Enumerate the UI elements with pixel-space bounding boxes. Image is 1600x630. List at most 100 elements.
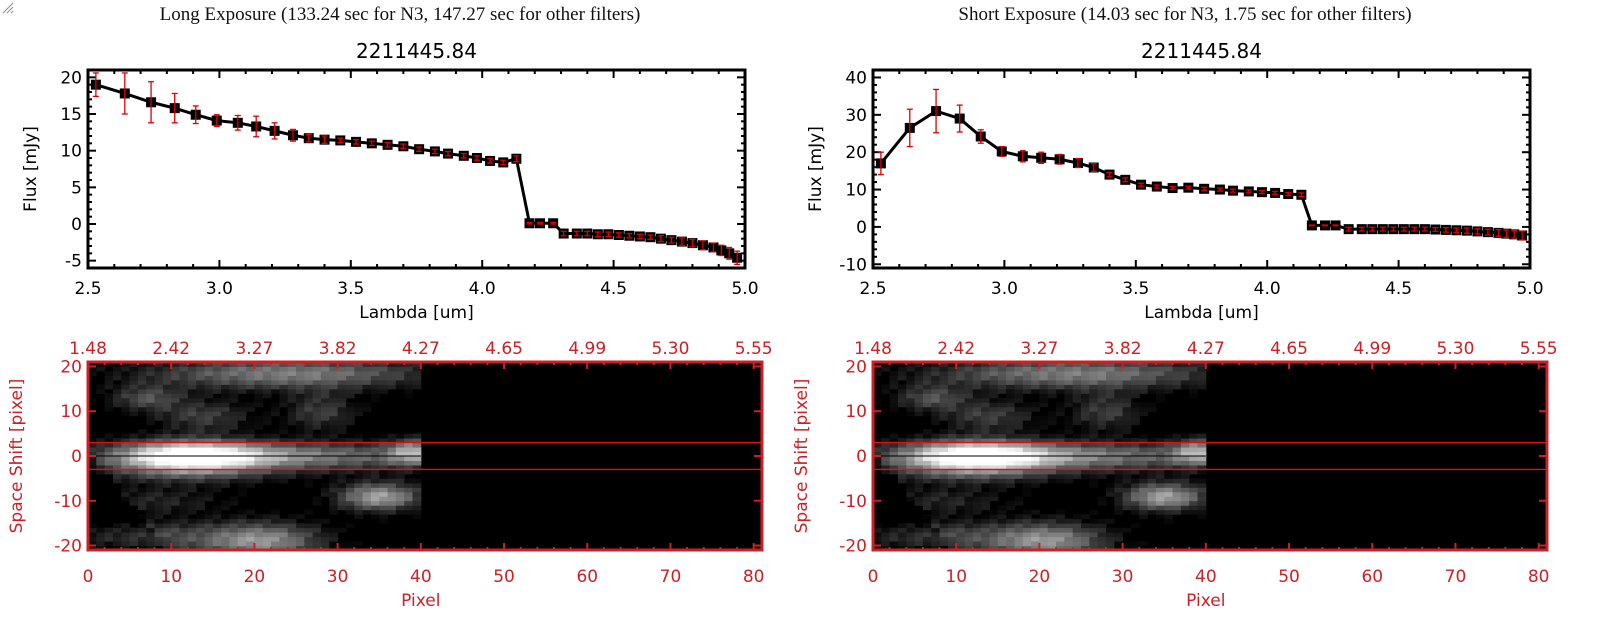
image-pixel (187, 393, 197, 399)
image-pixel (1047, 478, 1057, 484)
image-pixel (171, 491, 181, 497)
x-tick-label: 20 (1029, 567, 1051, 587)
image-pixel (204, 393, 214, 399)
image-pixel (981, 397, 990, 403)
image-pixel (964, 456, 974, 461)
image-pixel (1006, 545, 1015, 551)
image-pixel (404, 379, 414, 385)
image-pixel (1056, 438, 1065, 444)
image-pixel (1006, 379, 1015, 385)
image-pixel (212, 447, 222, 453)
image-pixel (947, 406, 957, 412)
image-pixel (271, 541, 280, 547)
image-pixel (956, 397, 966, 403)
image-pixel (1072, 473, 1082, 479)
image-pixel (162, 456, 172, 461)
image-pixel (204, 482, 214, 488)
image-pixel (906, 442, 916, 448)
image-pixel (956, 438, 966, 444)
image-pixel (972, 482, 982, 488)
image-pixel (1022, 536, 1032, 542)
image-pixel (1072, 514, 1082, 520)
image-pixel (1172, 500, 1182, 506)
image-pixel (1164, 375, 1174, 381)
image-pixel (1197, 509, 1207, 515)
image-pixel (312, 464, 322, 470)
image-pixel (271, 451, 280, 457)
image-pixel (254, 397, 264, 403)
image-pixel (179, 411, 189, 417)
image-pixel (146, 487, 156, 493)
image-pixel (947, 518, 957, 524)
image-pixel (271, 518, 280, 524)
image-pixel (88, 447, 97, 453)
image-pixel (989, 509, 999, 515)
image-pixel (279, 420, 289, 426)
image-pixel (88, 370, 97, 376)
image-pixel (981, 393, 990, 399)
image-pixel (972, 406, 982, 412)
image-pixel (1081, 420, 1090, 426)
image-pixel (254, 451, 264, 457)
image-pixel (1089, 545, 1099, 551)
image-pixel (387, 469, 397, 475)
image-pixel (137, 406, 147, 412)
image-pixel (906, 536, 916, 542)
image-pixel (154, 451, 164, 457)
image-pixel (171, 379, 181, 385)
image-pixel (146, 473, 156, 479)
image-pixel (1139, 379, 1149, 385)
image-pixel (246, 527, 255, 533)
image-pixel (1139, 478, 1149, 484)
image-pixel (162, 406, 172, 412)
image-pixel (196, 447, 205, 453)
image-pixel (154, 496, 164, 502)
image-pixel (329, 447, 339, 453)
image-pixel (1089, 384, 1099, 390)
image-pixel (1031, 362, 1040, 367)
image-pixel (104, 447, 114, 453)
image-pixel (989, 388, 999, 394)
image-pixel (187, 482, 197, 488)
image-pixel (873, 451, 882, 457)
image-pixel (922, 500, 932, 506)
image-pixel (989, 514, 999, 520)
image-pixel (237, 460, 247, 466)
image-pixel (1147, 402, 1157, 408)
image-pixel (1089, 473, 1099, 479)
image-pixel (931, 384, 941, 390)
image-pixel (196, 379, 205, 385)
image-pixel (329, 496, 339, 502)
image-pixel (179, 509, 189, 515)
image-pixel (320, 482, 330, 488)
image-pixel (1164, 447, 1174, 453)
image-pixel (931, 370, 941, 376)
image-pixel (404, 451, 414, 457)
image-pixel (379, 379, 389, 385)
image-pixel (296, 420, 305, 426)
image-pixel (204, 429, 214, 435)
image-pixel (196, 500, 205, 506)
image-pixel (1147, 505, 1157, 511)
image-pixel (162, 451, 172, 457)
image-pixel (304, 442, 314, 448)
image-pixel (1155, 438, 1165, 444)
image-pixel (337, 505, 347, 511)
image-pixel (1089, 451, 1099, 457)
image-pixel (889, 442, 899, 448)
image-pixel (254, 527, 264, 533)
image-pixel (229, 393, 239, 399)
resize-grip-icon[interactable] (0, 0, 14, 14)
image-pixel (171, 536, 181, 542)
image-pixel (337, 438, 347, 444)
image-pixel (237, 478, 247, 484)
image-pixel (1155, 478, 1165, 484)
image-pixel (129, 388, 139, 394)
image-pixel (1197, 442, 1207, 448)
image-pixel (196, 496, 205, 502)
image-pixel (212, 518, 222, 524)
image-pixel (1081, 514, 1090, 520)
image-pixel (279, 362, 289, 367)
image-pixel (1189, 379, 1199, 385)
image-pixel (354, 438, 364, 444)
